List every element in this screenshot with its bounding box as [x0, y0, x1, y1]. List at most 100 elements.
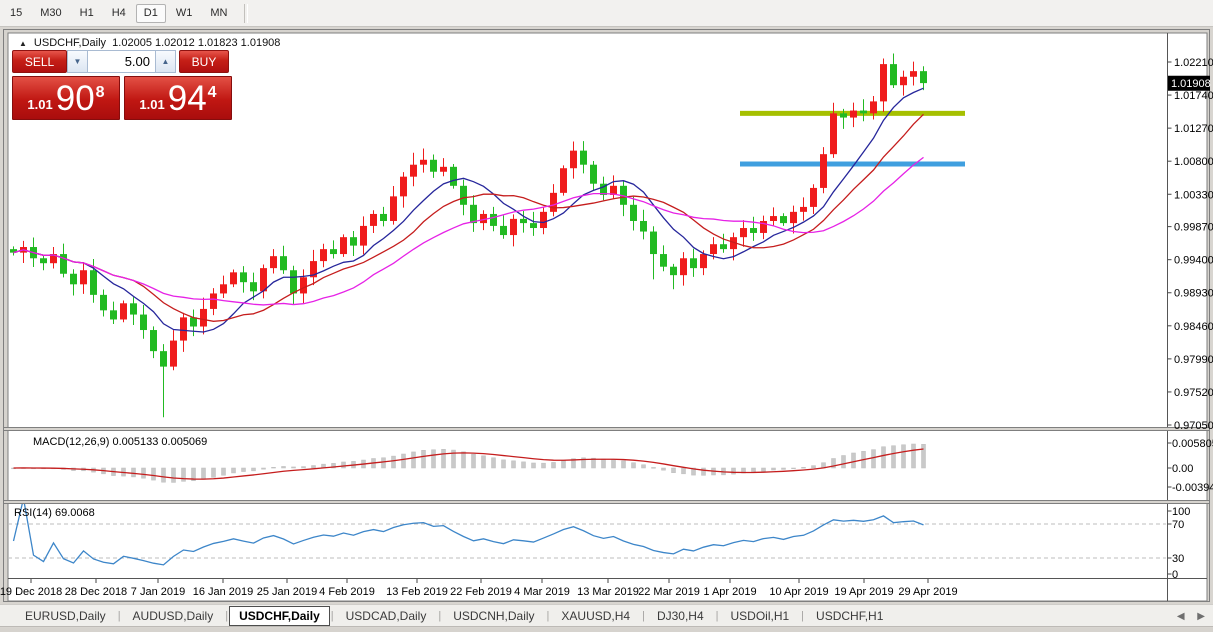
candle [880, 64, 887, 102]
tab-scroll-right-icon[interactable]: ▶ [1197, 611, 1205, 622]
macd-histogram-bar [921, 444, 926, 469]
collapse-arrow-icon[interactable]: ▲ [19, 38, 27, 48]
price-axis-label: 0.99870 [1174, 222, 1213, 234]
date-axis-label: 4 Feb 2019 [319, 586, 375, 598]
macd-histogram-bar [591, 457, 596, 469]
candle [810, 187, 817, 207]
candle [450, 166, 457, 186]
chart-tab-AUDUSD-Daily[interactable]: AUDUSD,Daily [132, 608, 214, 623]
candle [780, 216, 787, 224]
chart-tab-USDCNH-Daily[interactable]: USDCNH,Daily [453, 608, 535, 623]
candle [270, 256, 277, 269]
macd-histogram-bar [251, 467, 256, 472]
macd-histogram-bar [331, 463, 336, 469]
date-axis-label: 7 Jan 2019 [131, 586, 185, 598]
timeframe-button-MN[interactable]: MN [202, 4, 235, 23]
date-axis-label: 19 Dec 2018 [0, 586, 62, 598]
volume-increase-button[interactable]: ▲ [155, 50, 176, 73]
macd-histogram-bar [291, 466, 296, 469]
macd-histogram-bar [541, 462, 546, 469]
macd-histogram-bar [891, 445, 896, 469]
macd-axis-label: -0.003945 [1172, 482, 1213, 494]
tab-scroll-left-icon[interactable]: ◀ [1176, 611, 1185, 622]
chart-tab-USDOil-H1[interactable]: USDOil,H1 [730, 608, 790, 623]
sell-price-prefix: 1.01 [27, 96, 53, 112]
date-axis-label: 16 Jan 2019 [193, 586, 254, 598]
macd-histogram-bar [881, 446, 886, 469]
sell-button[interactable]: SELL [12, 50, 67, 73]
candle [300, 277, 307, 294]
timeframe-button-M30[interactable]: M30 [32, 4, 69, 23]
macd-histogram-bar [831, 458, 836, 469]
macd-histogram-bar [461, 451, 466, 469]
candle [410, 164, 417, 177]
chart-tab-bar: EURUSD,Daily | AUDUSD,Daily | USDCHF,Daily | U… [0, 604, 1213, 627]
candle [430, 159, 437, 172]
macd-histogram-bar [771, 467, 776, 471]
candle [200, 308, 207, 327]
chart-tab-XAUUSD-H4[interactable]: XAUUSD,H4 [561, 608, 631, 623]
candle [120, 303, 127, 320]
macd-histogram-bar [531, 462, 536, 469]
candle [180, 317, 187, 341]
macd-histogram-bar [191, 467, 196, 482]
price-axis-label: 1.01270 [1174, 123, 1213, 135]
candle [650, 231, 657, 255]
volume-decrease-button[interactable]: ▼ [67, 50, 88, 73]
timeframe-button-W1[interactable]: W1 [168, 4, 201, 23]
candle [840, 113, 847, 118]
macd-histogram-bar [491, 457, 496, 469]
candle [530, 223, 537, 229]
candle [100, 294, 107, 311]
candle [90, 270, 97, 295]
date-axis: 19 Dec 2018 28 Dec 2018 7 Jan 2019 16 Jan 2… [0, 579, 958, 598]
candle [420, 159, 427, 165]
candle [190, 317, 197, 327]
price-axis-label: 1.02210 [1174, 57, 1213, 69]
candle [250, 282, 257, 292]
rsi-axis-label: 30 [1172, 553, 1184, 565]
price-axis-label: 0.97520 [1174, 387, 1213, 399]
timeframe-toolbar: 15 M30 H1 H4 D1 W1 MN [0, 0, 1213, 27]
date-axis-label: 28 Dec 2018 [65, 586, 127, 598]
timeframe-button-H4[interactable]: H4 [104, 4, 134, 23]
chart-tab-USDCHF-H1[interactable]: USDCHF,H1 [816, 608, 884, 623]
buy-price-box[interactable]: 1.01 94 4 [124, 76, 232, 120]
timeframe-button-D1[interactable]: D1 [135, 3, 166, 23]
candle [540, 211, 547, 229]
macd-histogram-bar [911, 443, 916, 469]
macd-histogram-bar [421, 450, 426, 469]
candle [260, 268, 267, 292]
macd-histogram-bar [851, 452, 856, 469]
candle [570, 150, 577, 169]
chart-tab-DJ30-H4[interactable]: DJ30,H4 [656, 608, 704, 623]
candle [440, 166, 447, 172]
candle [770, 216, 777, 221]
macd-histogram-bar [411, 451, 416, 469]
macd-histogram-bar [271, 467, 276, 469]
volume-input[interactable] [88, 50, 155, 73]
timeframe-button-15[interactable]: 15 [2, 4, 30, 23]
chevron-down-icon: ▼ [73, 56, 82, 66]
timeframe-buttons: 15 M30 H1 H4 D1 W1 MN [1, 3, 236, 23]
chart-tab-USDCAD-Daily[interactable]: USDCAD,Daily [345, 608, 427, 623]
date-axis-label: 13 Mar 2019 [577, 586, 639, 598]
tab-divider: | [117, 609, 121, 622]
timeframe-button-H1[interactable]: H1 [72, 4, 102, 23]
price-axis-label: 1.01740 [1174, 90, 1213, 102]
macd-histogram-bar [571, 458, 576, 469]
chart-tab-EURUSD-Daily[interactable]: EURUSD,Daily [25, 608, 106, 623]
chart-tab-USDCHF-Daily[interactable]: USDCHF,Daily [229, 605, 330, 626]
sell-price-box[interactable]: 1.01 90 8 [12, 76, 120, 120]
macd-histogram-bar [751, 467, 756, 473]
macd-histogram-bar [551, 462, 556, 469]
chart-tabs: EURUSD,Daily | AUDUSD,Daily | USDCHF,Daily | U… [14, 605, 894, 626]
candle [750, 228, 757, 233]
candle [860, 110, 867, 114]
price-axis-label: 0.98460 [1174, 321, 1213, 333]
tab-divider: | [642, 609, 645, 622]
macd-histogram-bar [761, 467, 766, 472]
buy-button[interactable]: BUY [179, 50, 229, 73]
